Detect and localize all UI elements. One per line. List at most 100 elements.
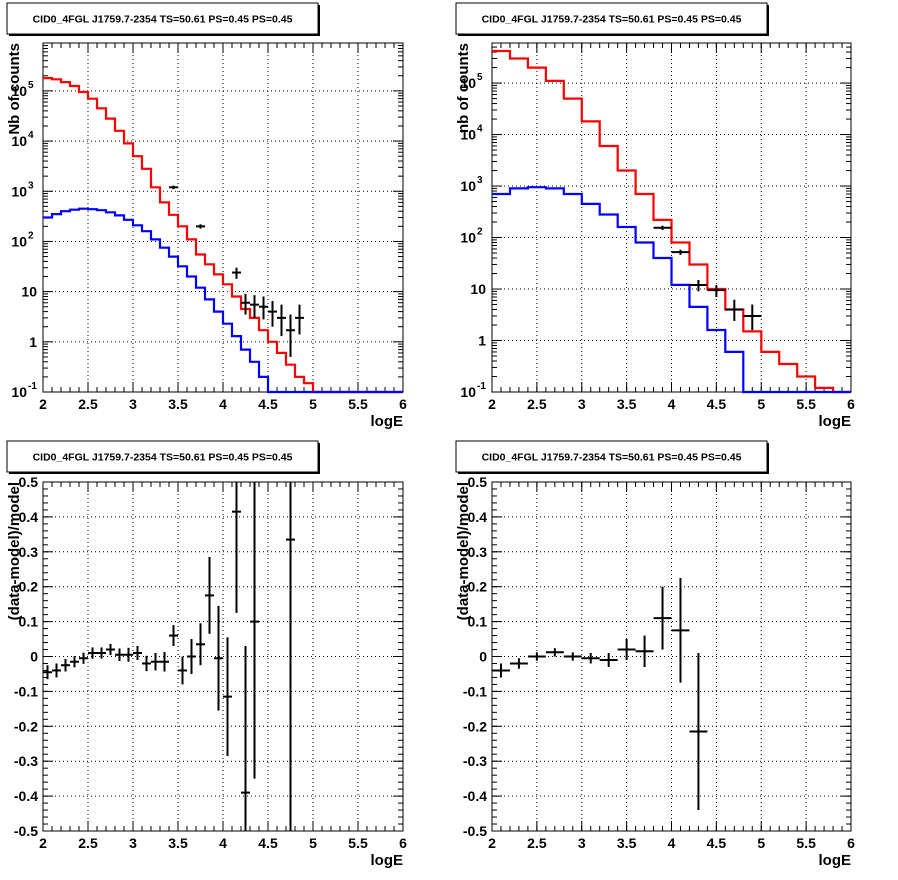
data-point bbox=[169, 625, 178, 647]
data-point bbox=[115, 648, 124, 662]
y-tick-exponent: 4 bbox=[477, 124, 483, 135]
x-axis-title: logE bbox=[819, 413, 852, 430]
data-point bbox=[97, 647, 106, 659]
panel-4: 2 2.5 3 3.5 4 4.5 5 5.5 6 0.5 0.4 0.3 0.2 0.1 0 -0.1 -0.… bbox=[455, 440, 855, 869]
y-tick-label: 0.1 bbox=[19, 614, 39, 630]
y-tick-label: 0.2 bbox=[468, 579, 488, 595]
y-tick-exponent: -1 bbox=[477, 381, 486, 392]
x-axis-title: logE bbox=[819, 852, 852, 869]
y-tick-base: 10 bbox=[21, 284, 37, 300]
y-tick-base: 10 bbox=[11, 233, 27, 249]
title-box bbox=[6, 440, 319, 473]
data-point bbox=[232, 267, 241, 279]
x-tick-label: 2 bbox=[488, 396, 496, 412]
x-tick-label: 3 bbox=[578, 835, 586, 851]
y-tick-label: 0.5 bbox=[19, 474, 39, 490]
x-tick-label: 5.5 bbox=[796, 396, 816, 412]
y-tick-base: 1 bbox=[478, 333, 486, 349]
data-point bbox=[527, 652, 546, 661]
data-point bbox=[268, 301, 277, 327]
data-point bbox=[43, 665, 52, 680]
data-point bbox=[142, 655, 151, 672]
data-point bbox=[250, 295, 259, 318]
y-tick-label: 10 2 bbox=[11, 230, 34, 249]
x-tick-label: 3.5 bbox=[168, 396, 188, 412]
y-tick-label: 1 bbox=[29, 334, 37, 350]
data-point bbox=[205, 557, 214, 634]
data-point bbox=[160, 651, 169, 672]
data-point bbox=[151, 653, 160, 671]
data-point bbox=[196, 224, 205, 229]
data-point bbox=[232, 482, 241, 613]
data-point bbox=[689, 653, 708, 811]
x-tick-label: 2.5 bbox=[527, 396, 547, 412]
y-tick-label: -0.2 bbox=[14, 718, 38, 734]
data-point bbox=[743, 304, 762, 331]
y-tick-exponent: 3 bbox=[477, 175, 483, 186]
y-axis-title: (data-model)/model bbox=[455, 482, 472, 620]
y-tick-label: 10 4 bbox=[460, 124, 483, 143]
x-tick-label: 6 bbox=[847, 396, 855, 412]
y-tick-label: 0.4 bbox=[19, 509, 39, 525]
data-point bbox=[277, 304, 286, 337]
y-tick-base: 10 bbox=[460, 127, 476, 143]
data-point bbox=[79, 652, 88, 664]
data-point bbox=[70, 656, 79, 668]
x-tick-label: 5.5 bbox=[796, 835, 816, 851]
x-tick-label: 5 bbox=[309, 835, 317, 851]
y-tick-exponent: 4 bbox=[28, 130, 34, 141]
y-tick-label: 0.2 bbox=[19, 579, 39, 595]
x-tick-label: 6 bbox=[399, 835, 407, 851]
x-tick-label: 2.5 bbox=[78, 835, 98, 851]
y-tick-label: -0.5 bbox=[14, 823, 38, 839]
y-tick-label: 10 4 bbox=[11, 130, 34, 149]
data-point bbox=[653, 225, 672, 231]
data-point bbox=[707, 284, 726, 297]
data-point bbox=[133, 646, 142, 660]
y-tick-label: 10 bbox=[21, 284, 37, 300]
y-tick-label: 0 bbox=[30, 649, 38, 665]
y-tick-base: 10 bbox=[11, 183, 27, 199]
x-tick-label: 2.5 bbox=[78, 396, 98, 412]
x-tick-label: 4.5 bbox=[258, 396, 278, 412]
data-point bbox=[61, 658, 70, 672]
x-axis-title: logE bbox=[371, 852, 404, 869]
y-tick-base: 10 bbox=[11, 83, 27, 99]
y-tick-label: 10 3 bbox=[460, 175, 483, 194]
y-tick-label: 10 bbox=[470, 281, 486, 297]
y-tick-label: 10 -1 bbox=[11, 381, 37, 400]
y-tick-label: -0.2 bbox=[463, 718, 487, 734]
y-tick-base: 1 bbox=[29, 334, 37, 350]
data-point bbox=[725, 299, 744, 321]
data-point bbox=[599, 653, 618, 667]
data-point bbox=[671, 577, 690, 683]
y-tick-label: 0.3 bbox=[19, 544, 39, 560]
histogram-series-2 bbox=[43, 207, 403, 394]
x-tick-label: 3.5 bbox=[617, 396, 637, 412]
chart-title: CID0_4FGL J1759.7-2354 TS=50.61 PS=0.45 … bbox=[482, 14, 742, 26]
x-tick-label: 3 bbox=[129, 835, 137, 851]
x-tick-label: 4 bbox=[219, 396, 227, 412]
x-tick-label: 3 bbox=[129, 396, 137, 412]
data-point bbox=[106, 643, 115, 656]
chart-title: CID0_4FGL J1759.7-2354 TS=50.61 PS=0.45 … bbox=[33, 14, 293, 26]
x-tick-label: 4 bbox=[219, 835, 227, 851]
y-tick-label: 0.4 bbox=[468, 509, 488, 525]
histogram-series-1 bbox=[492, 49, 851, 394]
y-tick-label: -0.5 bbox=[463, 823, 487, 839]
y-tick-label: 0.1 bbox=[468, 614, 488, 630]
x-tick-label: 3.5 bbox=[617, 835, 637, 851]
data-point bbox=[617, 639, 636, 660]
y-tick-exponent: 2 bbox=[28, 230, 34, 241]
x-tick-label: 5.5 bbox=[348, 396, 368, 412]
data-point bbox=[689, 279, 708, 292]
x-tick-label: 5 bbox=[309, 396, 317, 412]
x-tick-label: 4 bbox=[668, 835, 676, 851]
data-point bbox=[52, 663, 61, 678]
data-point bbox=[286, 482, 295, 831]
y-tick-label: 10 3 bbox=[11, 180, 34, 199]
y-tick-base: 10 bbox=[460, 178, 476, 194]
chart-title: CID0_4FGL J1759.7-2354 TS=50.61 PS=0.45 … bbox=[33, 452, 293, 464]
y-tick-base: 10 bbox=[11, 133, 27, 149]
